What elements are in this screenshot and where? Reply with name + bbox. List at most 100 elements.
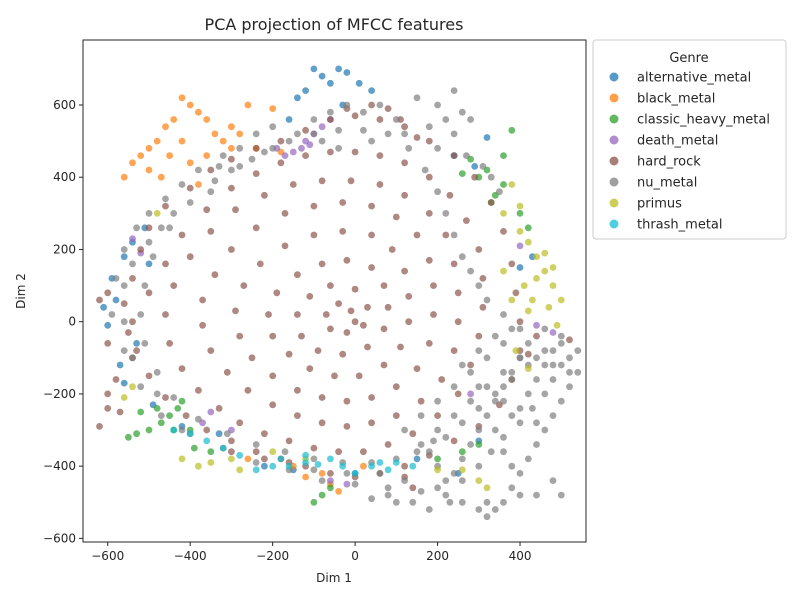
point-nu_metal-135 — [335, 126, 342, 134]
x-tick-label: 0 — [351, 549, 359, 563]
point-classic_heavy_metal-3 — [157, 419, 165, 427]
point-nu_metal-115 — [533, 419, 540, 427]
point-nu_metal-108 — [467, 397, 474, 405]
point-hard_rock-90 — [289, 181, 297, 188]
point-nu_metal-162 — [215, 163, 223, 170]
point-nu_metal-107 — [450, 412, 458, 419]
point-hard_rock-190 — [533, 332, 540, 340]
point-nu_metal-132 — [405, 144, 413, 152]
point-primus-11 — [533, 275, 540, 282]
point-alternative_metal-6 — [368, 87, 375, 94]
point-hard_rock-112 — [199, 321, 207, 329]
point-classic_heavy_metal-13 — [434, 455, 441, 463]
point-classic_heavy_metal-5 — [174, 405, 182, 412]
point-alternative_metal-3 — [335, 65, 342, 73]
point-primus-7 — [549, 264, 557, 271]
point-classic_heavy_metal-8 — [190, 444, 198, 452]
point-hard_rock-25 — [487, 199, 495, 206]
point-hard_rock-62 — [425, 173, 433, 181]
point-hard_rock-113 — [199, 296, 207, 304]
point-black_metal-6 — [145, 144, 153, 152]
point-hard_rock-72 — [409, 430, 417, 438]
point-primus-4 — [524, 238, 532, 246]
point-nu_metal-159 — [228, 166, 235, 174]
point-nu_metal-145 — [137, 311, 145, 318]
point-nu_metal-138 — [261, 148, 268, 156]
point-alternative_metal-4 — [343, 69, 351, 76]
point-nu_metal-171 — [458, 108, 466, 116]
x-axis-label: Dim 1 — [316, 571, 352, 585]
point-thrash_metal-12 — [236, 451, 244, 459]
legend-marker-black_metal — [609, 93, 619, 103]
point-hard_rock-77 — [285, 437, 293, 445]
point-nu_metal-10 — [252, 130, 260, 138]
point-thrash_metal-14 — [203, 437, 211, 445]
point-primus-23 — [458, 466, 466, 474]
point-black_metal-8 — [129, 159, 136, 167]
point-classic_heavy_metal-15 — [475, 441, 483, 448]
point-nu_metal-160 — [248, 155, 256, 163]
point-nu_metal-110 — [500, 368, 507, 376]
point-nu_metal-54 — [541, 426, 549, 434]
point-death_metal-15 — [343, 480, 351, 488]
point-nu_metal-75 — [541, 325, 549, 333]
point-nu_metal-51 — [566, 383, 573, 391]
point-nu_metal-114 — [566, 368, 573, 376]
point-hard_rock-152 — [285, 350, 293, 358]
point-hard_rock-123 — [425, 256, 433, 264]
point-black_metal-2 — [195, 108, 202, 116]
legend-marker-classic_heavy_metal — [609, 114, 619, 124]
point-primus-22 — [475, 477, 483, 484]
point-hard_rock-193 — [96, 296, 103, 304]
point-classic_heavy_metal-2 — [145, 426, 153, 434]
legend-label-classic_heavy_metal: classic_heavy_metal — [637, 113, 770, 128]
point-hard_rock-141 — [339, 228, 347, 235]
point-hard_rock-95 — [425, 210, 433, 217]
point-primus-21 — [483, 484, 491, 492]
point-hard_rock-8 — [129, 275, 136, 282]
point-classic_heavy_metal-11 — [318, 491, 326, 499]
point-hard_rock-182 — [368, 101, 375, 109]
x-tick-label: −600 — [91, 549, 124, 563]
point-nu_metal-44 — [529, 405, 536, 412]
point-hard_rock-74 — [360, 448, 367, 456]
point-nu_metal-185 — [384, 491, 392, 499]
point-nu_metal-150 — [223, 430, 231, 438]
point-nu_metal-136 — [310, 130, 318, 138]
point-hard_rock-131 — [318, 394, 326, 401]
point-primus-34 — [500, 267, 507, 275]
point-nu_metal-166 — [335, 144, 342, 152]
point-hard_rock-188 — [409, 484, 417, 492]
point-alternative_metal-0 — [310, 65, 318, 73]
point-hard_rock-17 — [302, 126, 309, 134]
point-nu_metal-42 — [500, 433, 507, 441]
point-black_metal-7 — [137, 152, 145, 160]
point-primus-19 — [120, 394, 128, 401]
point-black_metal-32 — [203, 152, 211, 160]
point-classic_heavy_metal-25 — [500, 152, 507, 160]
point-nu_metal-39 — [458, 477, 466, 484]
point-nu_metal-85 — [450, 470, 458, 477]
point-thrash_metal-2 — [285, 462, 293, 470]
point-nu_metal-96 — [557, 340, 565, 347]
point-hard_rock-85 — [170, 282, 178, 289]
point-black_metal-4 — [162, 123, 169, 131]
point-hard_rock-175 — [322, 311, 330, 318]
point-nu_metal-64 — [533, 491, 540, 499]
point-hard_rock-158 — [343, 256, 351, 264]
point-nu_metal-95 — [541, 347, 549, 354]
point-nu_metal-0 — [450, 87, 458, 94]
point-death_metal-1 — [289, 148, 297, 156]
point-death_metal-9 — [533, 321, 540, 329]
point-primus-6 — [541, 249, 549, 257]
point-classic_heavy_metal-1 — [133, 430, 141, 438]
point-alternative_metal-33 — [112, 296, 120, 304]
point-nu_metal-55 — [533, 441, 540, 448]
point-nu_metal-50 — [574, 368, 582, 376]
point-nu_metal-168 — [401, 130, 408, 138]
point-alternative_metal-7 — [302, 87, 309, 94]
point-black_metal-18 — [186, 159, 194, 167]
point-nu_metal-152 — [281, 448, 289, 456]
point-nu_metal-122 — [508, 325, 516, 333]
point-hard_rock-80 — [215, 405, 223, 412]
